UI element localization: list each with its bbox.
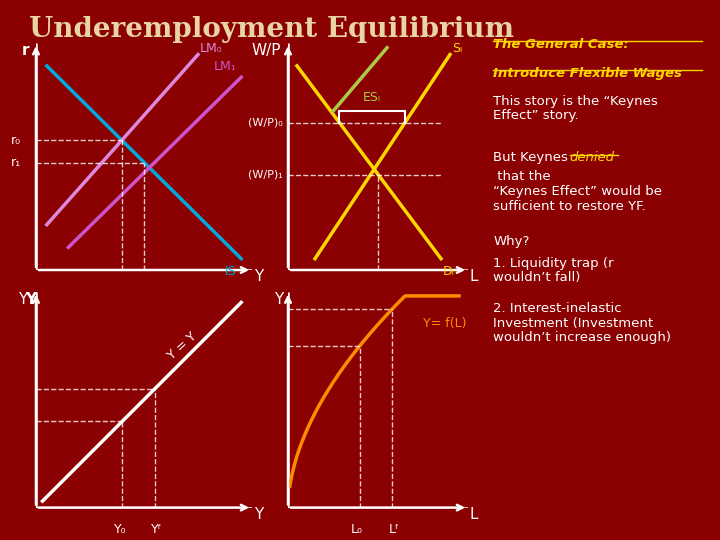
Text: denied: denied	[570, 151, 615, 164]
Text: Why?: Why?	[493, 235, 530, 248]
Text: Y: Y	[274, 292, 284, 307]
Text: The General Case:: The General Case:	[493, 38, 629, 51]
Text: LM₀: LM₀	[200, 42, 222, 55]
Text: that the
“Keynes Effect” would be
sufficient to restore YF.: that the “Keynes Effect” would be suffic…	[493, 170, 662, 213]
Text: Yᶠ: Yᶠ	[151, 523, 163, 536]
Text: Y₀: Y₀	[114, 523, 127, 536]
Text: Y= f(L): Y= f(L)	[423, 318, 467, 330]
Text: Sₗ: Sₗ	[452, 42, 462, 55]
Text: Lᶠ: Lᶠ	[389, 523, 400, 536]
Text: ESₗ: ESₗ	[363, 91, 381, 104]
Text: L: L	[469, 269, 477, 284]
Text: But Keynes: But Keynes	[493, 151, 572, 164]
Text: This story is the “Keynes
Effect” story.: This story is the “Keynes Effect” story.	[493, 94, 658, 123]
Text: r₁: r₁	[11, 156, 21, 169]
Text: 1. Liquidity trap (r
wouldn’t fall)

2. Interest-inelastic
Investment (Investmen: 1. Liquidity trap (r wouldn’t fall) 2. I…	[493, 256, 671, 345]
Text: Y: Y	[254, 507, 263, 522]
Text: L₀: L₀	[351, 523, 362, 536]
Text: Y: Y	[19, 292, 27, 307]
Text: Dₗ: Dₗ	[443, 266, 454, 279]
Text: Y: Y	[254, 269, 263, 284]
Text: W/P: W/P	[251, 43, 281, 58]
Text: LM₁: LM₁	[214, 60, 237, 73]
Text: IS: IS	[225, 266, 236, 279]
Text: Y = Y: Y = Y	[166, 329, 199, 362]
Text: (W/P)₀: (W/P)₀	[248, 118, 283, 127]
Text: Introduce Flexible Wages: Introduce Flexible Wages	[493, 68, 682, 80]
Text: Y: Y	[25, 292, 36, 307]
Text: L: L	[469, 507, 477, 522]
Text: (W/P)₁: (W/P)₁	[248, 170, 283, 180]
Text: Underemployment Equilibrium: Underemployment Equilibrium	[29, 16, 514, 43]
Text: r₀: r₀	[11, 134, 21, 147]
Text: r: r	[22, 43, 29, 58]
